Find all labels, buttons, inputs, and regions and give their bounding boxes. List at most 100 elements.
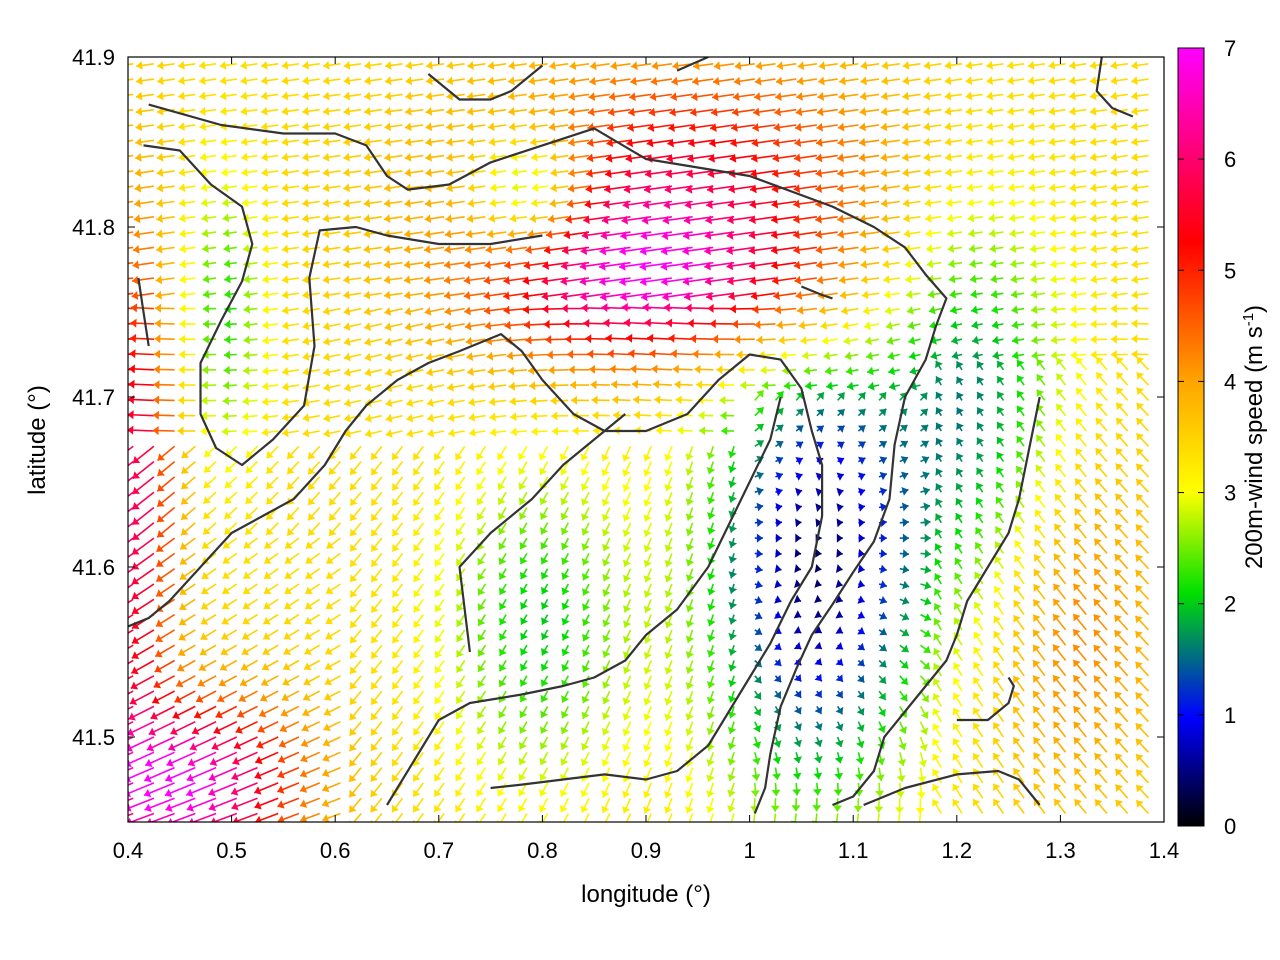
wind-vector-head (1011, 335, 1019, 345)
wind-vector-head (155, 260, 163, 269)
wind-vector-head (925, 213, 932, 223)
wind-vector-head (156, 168, 164, 177)
wind-vector-head (301, 723, 310, 732)
wind-vector-head (455, 804, 463, 812)
wind-vector-head (266, 450, 274, 459)
wind-vector-head (1070, 229, 1077, 238)
wind-vector-head (1007, 152, 1015, 162)
wind-vector-head (835, 564, 843, 573)
wind-vector-head (692, 349, 699, 359)
wind-vector-head (685, 543, 695, 551)
wind-vector-head (561, 542, 569, 550)
wind-vector-head (523, 260, 531, 270)
wind-vector-head (344, 429, 352, 438)
wind-vector-head (455, 742, 464, 751)
wind-vector-head (508, 107, 515, 116)
wind-vector-head (383, 244, 391, 254)
wind-vector-head (835, 674, 843, 682)
wind-vector-head (975, 527, 983, 535)
wind-vector-head (754, 643, 762, 651)
wind-vector-head (110, 291, 117, 300)
wind-vector-head (241, 167, 248, 177)
wind-vector-head (322, 168, 330, 177)
wind-vector-head (392, 774, 400, 782)
wind-vector-head (1070, 244, 1077, 254)
wind-vector-head (685, 620, 695, 628)
wind-vector-head (220, 91, 227, 101)
wind-vector-head (663, 303, 670, 313)
wind-vector-head (860, 91, 867, 101)
wind-vector-head (965, 137, 973, 147)
wind-vector-head (287, 482, 295, 490)
wind-vector-head (202, 365, 209, 375)
wind-vector-head (604, 184, 611, 194)
wind-vector-head (131, 576, 140, 585)
wind-vector-head (392, 681, 400, 690)
wind-vector-head (568, 153, 575, 163)
wind-vector-head (816, 425, 824, 433)
wind-vector-head (1114, 691, 1123, 700)
wind-vector-head (1075, 463, 1083, 471)
wind-vector-head (179, 587, 188, 595)
wind-vector-head (350, 574, 358, 582)
wind-vector (128, 170, 134, 173)
wind-vector-head (262, 320, 269, 330)
wind-vector-head (203, 289, 210, 299)
wind-vector-head (371, 467, 379, 476)
wind-vector-head (1073, 675, 1081, 683)
wind-vector-head (704, 230, 712, 240)
wind-vector-head (1035, 465, 1044, 473)
wind-vector-head (1033, 644, 1041, 653)
wind-vector-head (1095, 448, 1103, 456)
wind-vector-head (110, 682, 117, 690)
wind-vector (773, 813, 777, 822)
wind-vector-head (706, 805, 715, 813)
wind-vector-head (434, 804, 442, 813)
wind-vector-head (915, 807, 925, 814)
wind-vector-head (1075, 418, 1084, 426)
wind-vector-head (756, 390, 764, 398)
wind-vector-head (1015, 525, 1023, 534)
wind-vector-head (561, 633, 570, 641)
wind-vector-head (365, 429, 372, 438)
wind-vector-head (956, 407, 964, 416)
wind-vector-head (901, 644, 909, 652)
wind-vector-head (1013, 660, 1021, 669)
wind-vector-head (975, 542, 983, 550)
wind-vector-head (1013, 783, 1021, 791)
wind-vector-head (178, 76, 185, 86)
wind-vector-head (1116, 418, 1124, 426)
wind-vector-head (128, 425, 134, 435)
wind-vector-head (693, 61, 700, 71)
wind-vector (815, 813, 818, 822)
wind-vector-head (706, 712, 716, 720)
wind-vector-head (304, 632, 313, 640)
wind-vector-head (363, 244, 371, 254)
wind-vector-head (260, 693, 268, 702)
wind-vector-head (640, 231, 648, 241)
wind-vector-head (774, 107, 781, 117)
wind-vector-head (772, 276, 779, 285)
wind-vector-head (540, 710, 549, 718)
wind-vector-head (490, 167, 497, 177)
wind-vector-head (965, 60, 973, 70)
wind-vector-head (1053, 598, 1061, 607)
wind-vector-head (1096, 372, 1104, 380)
wind-vector-head (456, 619, 464, 627)
wind-vector-head (329, 513, 337, 521)
wind-vector-head (329, 467, 337, 475)
wind-vector-head (232, 816, 239, 822)
wind-vector-head (900, 677, 908, 685)
wind-vector-head (231, 787, 239, 796)
wind-vector-head (323, 337, 330, 346)
wind-vector-head (837, 425, 845, 433)
wind-vector-head (235, 725, 243, 734)
wind-vector-head (865, 336, 872, 346)
wind-vector-head (664, 483, 673, 492)
wind-vector-head (671, 76, 678, 86)
wind-vector-head (364, 368, 372, 377)
wind-vector-head (165, 774, 173, 783)
wind-vector-head (643, 514, 652, 522)
wind-vector-head (839, 275, 846, 285)
wind-vector-head (199, 60, 206, 70)
